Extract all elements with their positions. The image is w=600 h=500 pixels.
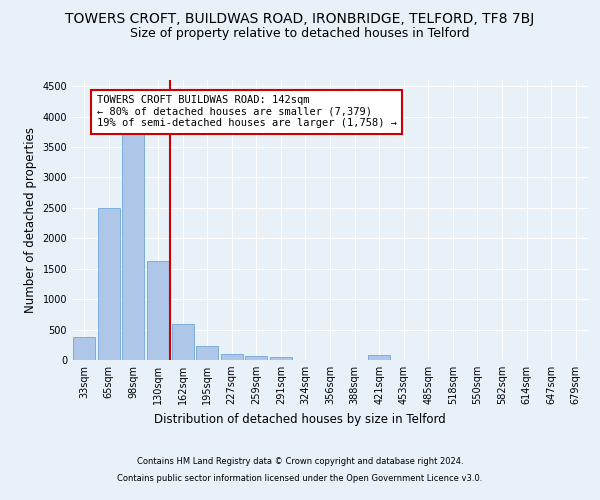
Bar — [270, 357, 292, 360]
Bar — [196, 346, 218, 360]
Bar — [245, 356, 268, 360]
Text: Contains public sector information licensed under the Open Government Licence v3: Contains public sector information licen… — [118, 474, 482, 483]
Text: Distribution of detached houses by size in Telford: Distribution of detached houses by size … — [154, 412, 446, 426]
Bar — [221, 354, 243, 360]
Text: TOWERS CROFT BUILDWAS ROAD: 142sqm
← 80% of detached houses are smaller (7,379)
: TOWERS CROFT BUILDWAS ROAD: 142sqm ← 80%… — [97, 95, 397, 128]
Text: TOWERS CROFT, BUILDWAS ROAD, IRONBRIDGE, TELFORD, TF8 7BJ: TOWERS CROFT, BUILDWAS ROAD, IRONBRIDGE,… — [65, 12, 535, 26]
Bar — [98, 208, 120, 360]
Bar — [122, 134, 145, 360]
Bar — [147, 262, 169, 360]
Text: Contains HM Land Registry data © Crown copyright and database right 2024.: Contains HM Land Registry data © Crown c… — [137, 458, 463, 466]
Y-axis label: Number of detached properties: Number of detached properties — [24, 127, 37, 313]
Bar — [172, 324, 194, 360]
Text: Size of property relative to detached houses in Telford: Size of property relative to detached ho… — [130, 28, 470, 40]
Bar — [73, 338, 95, 360]
Bar — [368, 356, 390, 360]
